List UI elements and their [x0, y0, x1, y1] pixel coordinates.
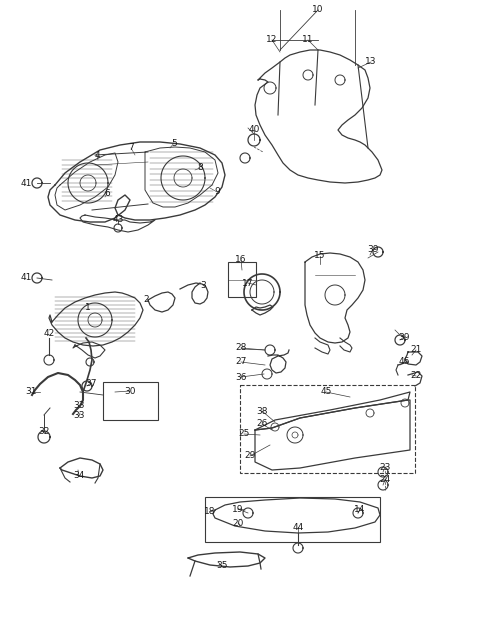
Text: 8: 8	[197, 163, 203, 173]
Text: 7: 7	[128, 144, 134, 152]
Text: 29: 29	[244, 451, 256, 460]
Text: 41: 41	[20, 178, 32, 187]
Text: 41: 41	[20, 274, 32, 283]
Text: 13: 13	[365, 58, 377, 67]
Text: 45: 45	[320, 387, 332, 396]
Text: 30: 30	[124, 387, 136, 396]
Text: 25: 25	[238, 429, 250, 439]
Text: 38: 38	[256, 406, 268, 415]
Text: 1: 1	[85, 304, 91, 312]
Text: 5: 5	[171, 138, 177, 147]
Text: 12: 12	[266, 36, 278, 44]
Text: 14: 14	[354, 504, 366, 514]
Bar	[240, 385, 415, 473]
Bar	[103, 382, 158, 420]
Text: 34: 34	[73, 472, 84, 481]
Text: 2: 2	[143, 295, 149, 304]
Bar	[205, 497, 380, 542]
Text: 22: 22	[410, 371, 421, 380]
Text: 18: 18	[204, 507, 216, 516]
Text: 33: 33	[73, 411, 85, 420]
Text: 35: 35	[216, 561, 228, 570]
Text: 43: 43	[112, 215, 124, 225]
Text: 46: 46	[398, 358, 410, 366]
Text: 36: 36	[235, 373, 247, 382]
Text: 3: 3	[200, 281, 206, 290]
Text: 39: 39	[367, 244, 379, 253]
Text: 19: 19	[232, 504, 244, 514]
Text: 26: 26	[256, 420, 268, 429]
Text: 42: 42	[43, 328, 55, 337]
Text: 32: 32	[38, 427, 50, 436]
Bar	[228, 262, 256, 297]
Text: 17: 17	[242, 279, 254, 288]
Text: 20: 20	[232, 519, 244, 528]
Text: 11: 11	[302, 36, 314, 44]
Text: 16: 16	[235, 255, 247, 265]
Text: 44: 44	[292, 523, 304, 531]
Text: 15: 15	[314, 251, 326, 260]
Text: 39: 39	[398, 333, 410, 342]
Text: 31: 31	[25, 387, 37, 396]
Text: 27: 27	[235, 358, 247, 366]
Text: 9: 9	[214, 187, 220, 196]
Text: 37: 37	[85, 378, 97, 387]
Text: 33: 33	[73, 401, 85, 410]
Text: 4: 4	[94, 150, 100, 159]
Text: 28: 28	[235, 344, 247, 352]
Text: 10: 10	[312, 6, 324, 15]
Text: 40: 40	[248, 126, 260, 135]
Text: 6: 6	[104, 189, 110, 197]
Text: 21: 21	[410, 345, 422, 354]
Text: 23: 23	[379, 462, 391, 472]
Text: 24: 24	[379, 476, 391, 485]
